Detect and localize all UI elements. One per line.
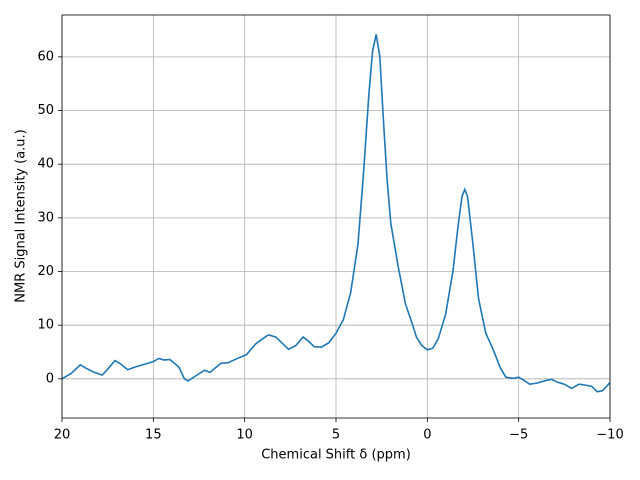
y-tick-label: 60 [37,49,54,64]
x-tick-label: 0 [423,428,431,443]
plot-frame [61,14,611,419]
y-axis-label: NMR Signal Intensity (a.u.) [14,129,29,303]
y-tick-label: 20 [37,264,54,279]
spectrum-line [61,34,611,393]
x-tick-label: 20 [54,428,71,443]
x-tick-label: 5 [332,428,340,443]
y-tick-label: 10 [37,318,54,333]
x-tick-label: −5 [509,428,528,443]
x-axis-label: Chemical Shift δ (ppm) [261,448,411,463]
y-tick-label: 50 [37,103,54,118]
x-tick-label: 15 [145,428,162,443]
y-tick-label: 0 [46,371,54,386]
y-tick-label: 40 [37,157,54,172]
y-tick-label: 30 [37,210,54,225]
x-tick-label: −10 [596,428,623,443]
x-tick-label: 10 [236,428,253,443]
